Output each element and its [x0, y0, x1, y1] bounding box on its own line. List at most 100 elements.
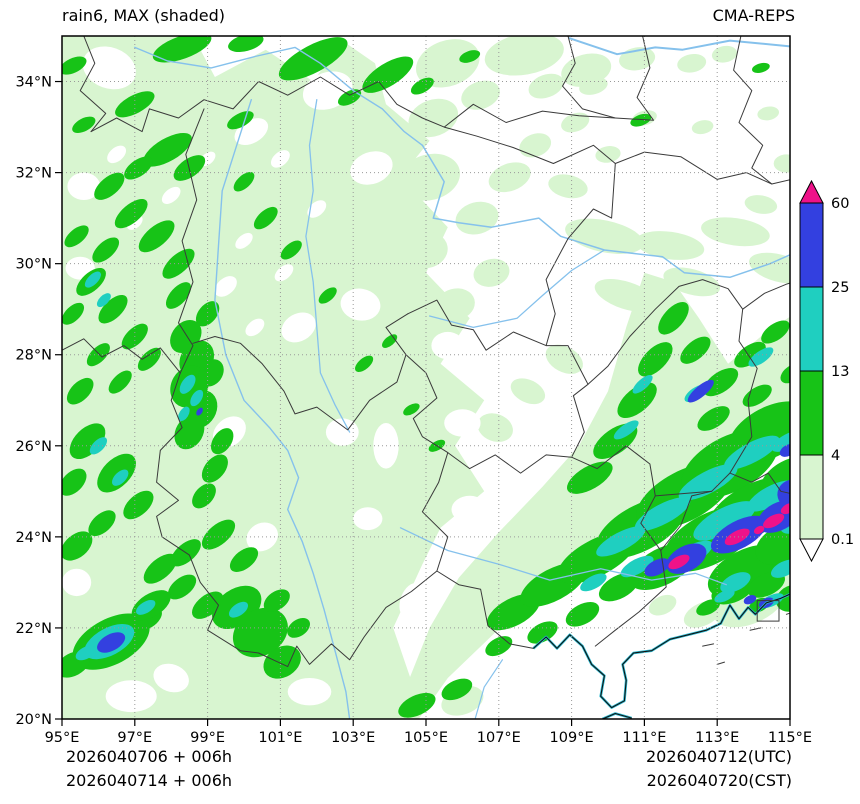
rain-cell — [168, 574, 197, 600]
rain-cell — [711, 45, 738, 63]
river-line — [428, 249, 606, 329]
province-border — [62, 338, 181, 374]
rain-cell — [114, 198, 148, 229]
rain-cell — [693, 501, 756, 541]
rain-cell — [635, 231, 705, 260]
rain-cell — [403, 403, 420, 416]
rain-cell — [174, 414, 205, 450]
rain-cell — [232, 607, 288, 658]
province-border — [733, 36, 773, 185]
rain-cell — [94, 172, 125, 200]
province-border — [407, 126, 616, 351]
colorbar-under-arrow — [799, 538, 824, 563]
rain-cell — [596, 526, 646, 557]
province-border — [785, 612, 790, 615]
rain-cell — [598, 572, 639, 602]
rain-cell — [595, 146, 621, 163]
rain-cell — [97, 632, 126, 653]
x-tick-label: 115°E — [768, 730, 812, 746]
rain-cell — [62, 531, 93, 561]
colorbar-segment — [799, 286, 824, 372]
rain-cell — [779, 443, 790, 457]
rain-cell — [75, 645, 96, 661]
rain-cell — [62, 302, 85, 325]
rain-cell — [527, 621, 558, 644]
rain-cell — [451, 495, 488, 524]
rain-cell — [757, 106, 779, 121]
rain-cell — [404, 231, 448, 269]
rain-cell — [67, 172, 101, 200]
rain-cell — [280, 240, 302, 260]
river-line — [214, 98, 351, 719]
rain-cell — [677, 53, 707, 73]
rain-cell — [137, 347, 161, 371]
rain-cell — [270, 150, 290, 168]
rain-cell — [355, 355, 374, 372]
colorbar-label: 4 — [831, 448, 840, 464]
colorbar-segment — [799, 370, 824, 456]
rain-cell — [771, 430, 790, 452]
rain-cell — [235, 232, 253, 249]
x-tick-label: 103°E — [331, 730, 375, 746]
y-tick-label: 26°N — [15, 439, 52, 455]
valid-time-cst: 2026040720(CST) — [646, 771, 792, 790]
rain-cell — [747, 571, 786, 598]
rain-cell — [678, 464, 738, 501]
map-layers — [62, 36, 790, 719]
rain-cell — [773, 154, 790, 173]
river-line — [399, 527, 727, 586]
rain-cell — [753, 525, 765, 535]
rain-cell — [634, 497, 691, 532]
rain-cell — [455, 201, 499, 235]
rain-cell — [780, 503, 790, 515]
rain-cell — [84, 271, 101, 288]
rain-cell — [245, 318, 265, 337]
rain-cell — [210, 428, 234, 455]
rain-cell — [190, 389, 204, 407]
colorbar-label: 60 — [831, 196, 849, 212]
province-border — [571, 445, 667, 647]
colorbar-label: 0.1 — [831, 532, 854, 548]
rain-cell — [92, 237, 120, 263]
y-tick-label: 28°N — [15, 348, 52, 364]
rain-cell — [62, 56, 87, 75]
river-line — [474, 659, 503, 719]
rain-cell — [545, 344, 583, 374]
rain-cell — [724, 528, 750, 546]
rain-cell — [274, 264, 294, 282]
y-tick-label: 30°N — [15, 257, 52, 273]
x-tick-label: 107°E — [477, 730, 521, 746]
x-tick-label: 97°E — [117, 730, 152, 746]
rain-cell — [108, 370, 132, 394]
rain-cell — [780, 362, 790, 384]
rain-cell — [519, 133, 552, 158]
rain-cell — [444, 409, 481, 437]
rain-cell — [228, 601, 249, 618]
init-time-utc: 2026040706 + 006h — [66, 747, 233, 766]
province-border — [702, 643, 715, 647]
rain-cell — [263, 589, 290, 612]
rain-cell — [229, 547, 259, 572]
rain-cell — [701, 217, 770, 247]
rain-cell — [123, 490, 154, 520]
y-tick-label: 22°N — [15, 621, 52, 637]
rain-cell — [105, 680, 157, 713]
river-line — [134, 46, 424, 147]
rain-cell — [714, 589, 735, 603]
rain-cell — [64, 225, 89, 248]
rain-cell — [399, 153, 461, 201]
rain-cell — [195, 301, 220, 327]
river-line — [568, 37, 790, 56]
x-tick-label: 113°E — [695, 730, 739, 746]
rain-cell — [691, 120, 714, 135]
province-border — [729, 472, 790, 494]
rain-cell — [165, 282, 192, 309]
rain-cell — [107, 145, 127, 164]
y-tick-label: 32°N — [15, 166, 52, 182]
province-border — [587, 279, 758, 497]
province-border — [614, 36, 654, 121]
rain-cell — [644, 558, 670, 577]
rain-cell — [143, 132, 192, 167]
rain-cell — [696, 599, 720, 616]
